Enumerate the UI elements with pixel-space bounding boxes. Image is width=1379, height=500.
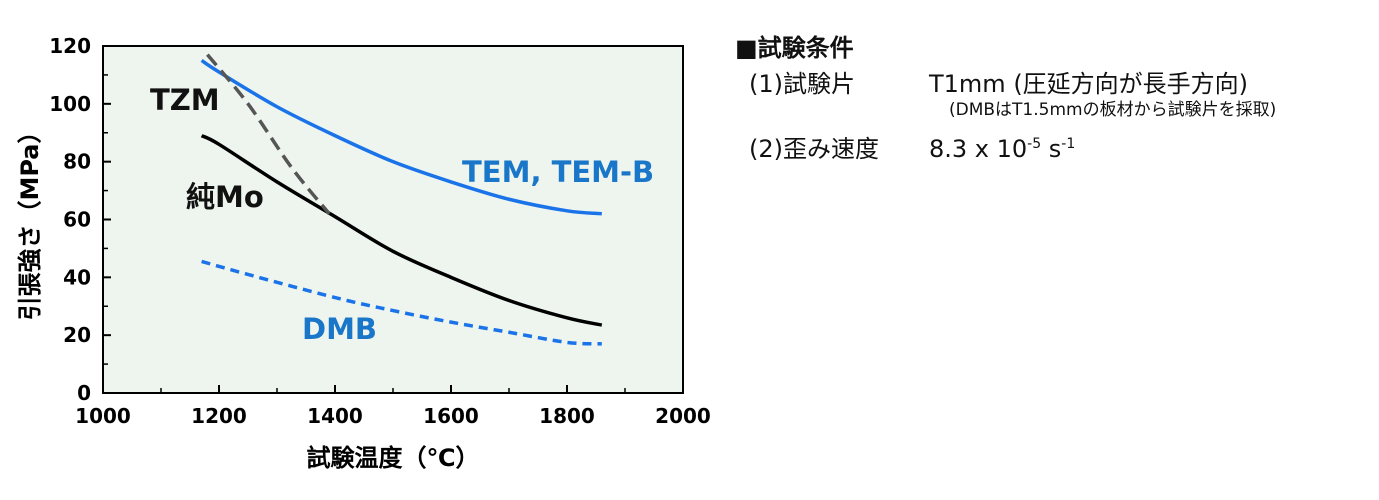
x-axis-title: 試験温度（℃） — [306, 444, 479, 472]
x-tick-label: 1800 — [539, 404, 595, 428]
y-tick-label: 40 — [63, 265, 91, 289]
y-tick-label: 120 — [49, 34, 91, 58]
series-tzm-line — [206, 53, 331, 215]
strain-rate-unit: s — [1041, 135, 1062, 163]
strain-rate-unit-exponent: -1 — [1061, 136, 1076, 152]
label-tzm: TZM — [150, 83, 220, 117]
series-pure-mo-line — [200, 134, 603, 327]
x-tick-label: 1200 — [191, 404, 247, 428]
strain-rate-value: 8.3 x 10 — [929, 135, 1028, 163]
plot-area — [102, 45, 684, 394]
label-tem: TEM, TEM-B — [462, 155, 654, 189]
y-tick-label: 100 — [49, 92, 91, 116]
series-tem-line — [200, 59, 602, 216]
specimen-label: (1)試験片 — [749, 70, 855, 98]
label-pure-mo: 純Mo — [186, 180, 264, 214]
strain-rate-exponent: -5 — [1027, 136, 1042, 152]
condition-specimen: (1)試験片 T1mm (圧延方向が長手方向) — [735, 69, 1276, 99]
label-dmb: DMB — [302, 312, 377, 346]
condition-strain-rate: (2)歪み速度 8.3 x 10-5 s-1 — [735, 129, 1276, 164]
y-tick-label: 60 — [63, 208, 91, 232]
axis-ticks: 1000 1200 1400 1600 1800 2000 0 20 40 60 80 100 120 — [49, 34, 711, 428]
series-dmb-line — [201, 259, 602, 346]
y-tick-label: 80 — [63, 150, 91, 174]
tensile-strength-chart: 1000 1200 1400 1600 1800 2000020406080100120 … — [16, 34, 711, 472]
x-tick-label: 1600 — [423, 404, 479, 428]
strain-rate-label: (2)歪み速度 — [749, 135, 879, 163]
specimen-note: (DMBはT1.5mmの板材から試験片を採取) — [949, 100, 1277, 120]
y-tick-label: 20 — [63, 323, 91, 347]
x-tick-label: 1400 — [307, 404, 363, 428]
series-lines — [200, 53, 603, 346]
conditions-heading: ■試験条件 — [735, 34, 854, 62]
y-tick-label: 0 — [77, 381, 91, 405]
x-tick-label: 1000 — [75, 404, 131, 428]
x-tick-label: 2000 — [655, 404, 711, 428]
specimen-value: T1mm (圧延方向が長手方向) — [929, 70, 1249, 98]
y-axis-title: 引張強さ（MPa） — [16, 119, 44, 320]
test-conditions: ■試験条件 (1)試験片 T1mm (圧延方向が長手方向) (DMBはT1.5mm… — [735, 28, 1276, 164]
